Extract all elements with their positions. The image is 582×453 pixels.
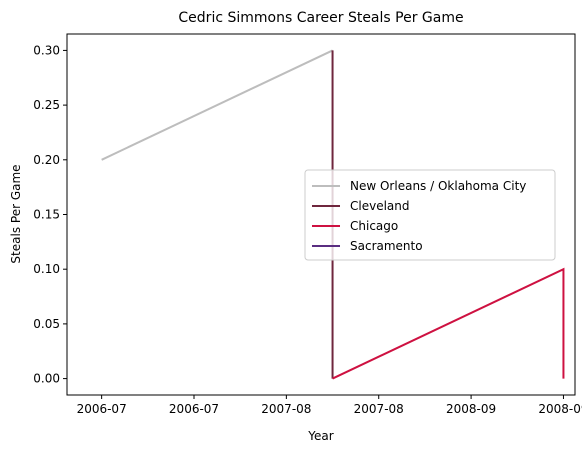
legend-label: Sacramento xyxy=(350,239,423,253)
series-line-0 xyxy=(101,49,333,161)
y-axis-label: Steals Per Game xyxy=(9,164,23,263)
y-tick-label: 0.10 xyxy=(33,262,60,276)
x-axis-label: Year xyxy=(307,429,333,443)
y-tick-label: 0.25 xyxy=(33,98,60,112)
y-tick-label: 0.05 xyxy=(33,317,60,331)
y-tick-label: 0.15 xyxy=(33,208,60,222)
legend: New Orleans / Oklahoma City Cleveland Chic… xyxy=(304,169,556,261)
x-tick-label: 2006-07 xyxy=(77,402,127,416)
legend-label: New Orleans / Oklahoma City xyxy=(350,179,526,193)
y-tick-label: 0.20 xyxy=(33,153,60,167)
legend-box xyxy=(304,169,556,261)
x-tick-label: 2006-07 xyxy=(169,402,219,416)
series-line-2 xyxy=(332,267,565,380)
x-tick-label: 2008-09 xyxy=(538,402,582,416)
legend-label: Cleveland xyxy=(350,199,410,213)
chart-title: Cedric Simmons Career Steals Per Game xyxy=(178,10,463,26)
x-tick-label: 2008-09 xyxy=(446,402,496,416)
y-tick-label: 0.00 xyxy=(33,372,60,386)
x-tick-label: 2007-08 xyxy=(261,402,311,416)
x-axis: 2006-07 2006-07 2007-08 2007-08 2008-09 2008-… xyxy=(77,395,582,416)
x-tick-label: 2007-08 xyxy=(354,402,404,416)
y-tick-label: 0.30 xyxy=(33,43,60,57)
y-axis: 0.00 0.05 0.10 0.15 0.20 0.25 0.30 xyxy=(33,43,67,386)
legend-label: Chicago xyxy=(350,219,398,233)
